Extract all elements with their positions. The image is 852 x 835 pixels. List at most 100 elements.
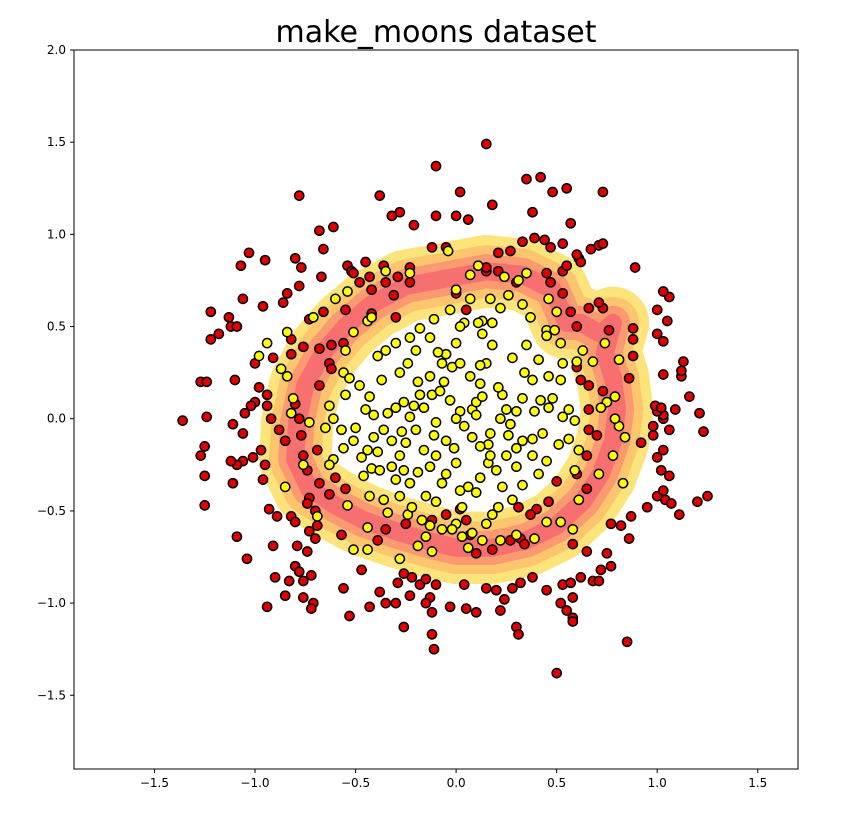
data-point-class-1	[450, 337, 462, 349]
data-point-class-0	[565, 306, 577, 318]
data-point-class-1	[320, 422, 331, 434]
data-point-class-0	[583, 424, 595, 436]
data-point-class-0	[237, 293, 249, 305]
data-point-class-1	[368, 409, 380, 421]
data-point-class-1	[474, 472, 486, 484]
data-point-class-0	[199, 500, 211, 511]
data-point-class-1	[499, 271, 510, 283]
data-point-class-1	[398, 396, 410, 408]
data-point-class-1	[362, 544, 373, 555]
y-axis: −1.5 −1.0 −0.5 0.0 0.5 1.0 1.5 2.0	[37, 43, 74, 702]
data-point-class-1	[404, 267, 416, 279]
data-point-class-0	[305, 603, 317, 614]
data-point-class-0	[404, 276, 416, 288]
data-point-class-0	[684, 391, 695, 402]
data-point-class-0	[657, 369, 669, 380]
data-point-class-0	[279, 435, 291, 447]
data-point-class-0	[651, 452, 663, 463]
data-point-class-0	[517, 236, 528, 248]
data-point-class-1	[380, 345, 392, 356]
data-point-class-0	[386, 210, 398, 222]
data-point-class-0	[324, 488, 335, 500]
data-point-class-0	[277, 297, 289, 308]
data-point-class-0	[314, 477, 325, 489]
data-point-class-0	[259, 254, 271, 266]
data-point-class-0	[521, 173, 532, 185]
data-point-class-1	[454, 358, 466, 369]
data-point-class-1	[416, 514, 428, 526]
data-point-class-0	[513, 629, 524, 640]
data-point-class-0	[430, 579, 442, 590]
data-point-class-0	[529, 232, 540, 244]
data-point-class-1	[547, 393, 558, 404]
data-point-class-0	[392, 271, 404, 283]
data-point-class-0	[301, 498, 313, 509]
data-point-class-1	[420, 490, 432, 502]
data-point-class-0	[229, 374, 241, 386]
data-point-class-0	[583, 404, 595, 415]
data-point-class-0	[507, 582, 518, 594]
data-point-class-1	[497, 481, 508, 493]
data-point-class-1	[462, 481, 474, 493]
data-point-class-0	[499, 594, 510, 605]
data-point-class-0	[669, 404, 681, 415]
x-tick-label: −0.5	[341, 776, 370, 790]
y-tick-label: −0.5	[37, 504, 66, 518]
data-point-class-1	[454, 321, 466, 332]
data-point-class-0	[541, 267, 552, 279]
data-point-class-1	[414, 323, 426, 334]
data-point-class-1	[495, 413, 506, 425]
data-point-class-1	[281, 370, 293, 382]
data-point-class-0	[223, 311, 235, 323]
data-point-class-0	[541, 584, 552, 596]
data-point-class-1	[511, 529, 522, 541]
data-point-class-0	[293, 413, 305, 425]
data-point-class-0	[539, 234, 550, 246]
data-point-class-1	[466, 527, 478, 539]
data-point-class-0	[231, 531, 243, 543]
data-point-class-0	[245, 400, 257, 412]
data-point-class-1	[394, 553, 406, 565]
data-point-class-1	[569, 464, 581, 476]
data-point-class-0	[267, 352, 279, 364]
data-point-class-1	[492, 382, 504, 393]
data-point-class-1	[442, 245, 454, 257]
data-point-class-1	[472, 260, 484, 272]
data-point-class-0	[527, 206, 538, 218]
data-point-class-1	[521, 339, 532, 351]
data-point-class-1	[324, 400, 335, 412]
data-point-class-1	[340, 389, 351, 401]
x-tick-label: −1.5	[140, 776, 169, 790]
data-point-class-1	[360, 404, 371, 415]
data-point-class-0	[311, 520, 323, 531]
y-tick-label: 1.5	[47, 135, 66, 149]
data-point-class-1	[428, 429, 440, 441]
data-point-class-0	[663, 470, 675, 482]
data-point-class-0	[635, 437, 647, 449]
data-point-class-0	[561, 260, 573, 272]
data-point-class-1	[354, 380, 365, 391]
data-point-class-1	[275, 363, 287, 375]
data-point-class-0	[535, 171, 546, 183]
data-point-class-0	[641, 501, 653, 513]
x-tick-label: 1.0	[648, 776, 667, 790]
data-point-class-0	[205, 334, 217, 345]
data-point-class-1	[511, 461, 522, 473]
data-point-class-1	[444, 394, 456, 406]
data-point-class-1	[394, 490, 406, 502]
data-point-class-0	[297, 592, 309, 603]
data-point-class-1	[432, 346, 444, 358]
data-point-class-1	[253, 350, 265, 362]
data-point-class-0	[492, 247, 504, 259]
data-point-class-1	[358, 470, 369, 482]
data-point-class-0	[545, 241, 556, 253]
data-point-class-1	[519, 367, 530, 378]
data-point-class-1	[398, 464, 410, 476]
data-point-class-0	[657, 335, 669, 347]
data-point-class-1	[495, 535, 506, 546]
data-point-class-1	[571, 356, 583, 367]
data-point-class-1	[281, 326, 293, 338]
data-point-class-1	[569, 415, 581, 426]
data-point-class-1	[537, 428, 548, 439]
